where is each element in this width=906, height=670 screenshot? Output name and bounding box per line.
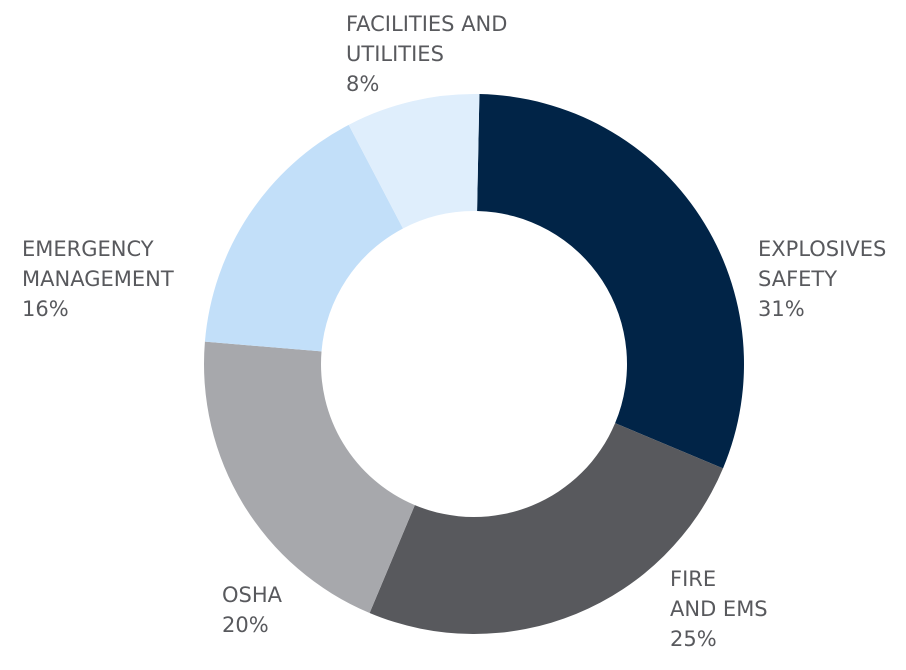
slice xyxy=(348,94,480,229)
slice xyxy=(204,341,415,614)
slice-label: FIRE xyxy=(670,567,716,591)
slice-label: AND EMS xyxy=(670,597,768,621)
value-label: 20% xyxy=(222,613,269,637)
slice-label: EXPLOSIVES xyxy=(758,237,886,261)
slice xyxy=(369,423,724,634)
slice-label: EMERGENCY xyxy=(22,237,154,261)
value-label: 25% xyxy=(670,627,717,651)
slice-label: UTILITIES xyxy=(346,42,444,66)
value-label: 8% xyxy=(346,72,379,96)
slice-label: MANAGEMENT xyxy=(22,267,174,291)
slice-label: SAFETY xyxy=(758,267,837,291)
slice xyxy=(477,94,744,469)
slice xyxy=(204,124,403,352)
value-label: 16% xyxy=(22,297,69,321)
slice-label: OSHA xyxy=(222,583,283,607)
value-label: 31% xyxy=(758,297,805,321)
slice-label: FACILITIES AND xyxy=(346,12,507,36)
